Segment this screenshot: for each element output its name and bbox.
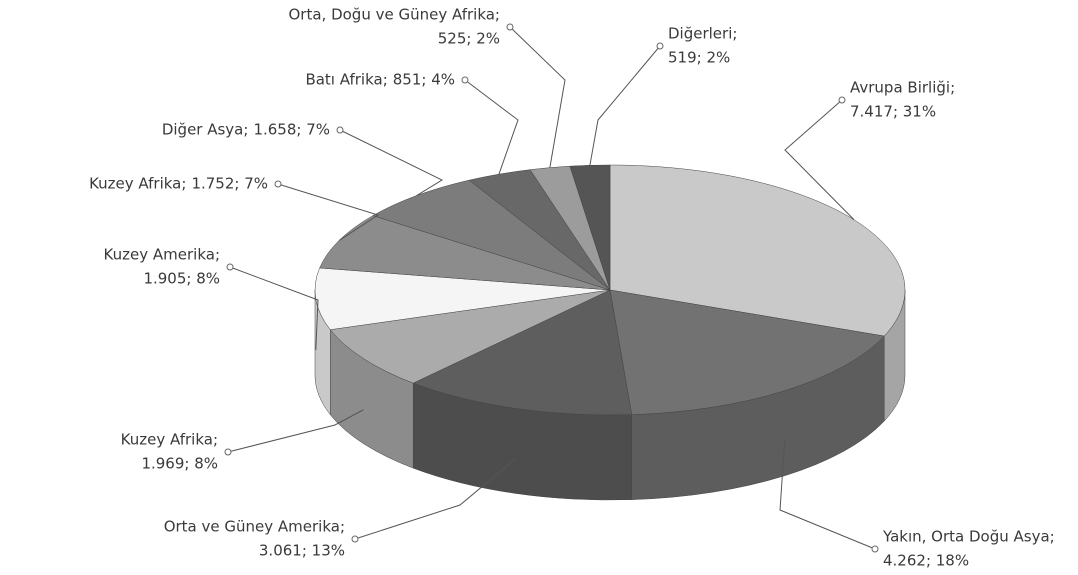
value-label: 525; 2%: [438, 30, 500, 48]
leader-line: [464, 79, 519, 175]
leader-dot: [506, 23, 514, 31]
leader-dot: [871, 545, 879, 553]
category-label: Diğer Asya;: [162, 121, 249, 139]
value-label: 1.752; 7%: [191, 175, 268, 193]
leader-dot: [656, 42, 664, 50]
value-label: 1.969; 8%: [141, 455, 218, 473]
category-label: Diğerleri;: [668, 25, 737, 43]
category-label: Batı Afrika;: [305, 71, 387, 89]
category-label: Avrupa Birliği;: [850, 79, 955, 97]
leader-dot: [838, 96, 846, 104]
value-label: 4.262; 18%: [883, 552, 969, 570]
value-label: 519; 2%: [668, 49, 730, 67]
value-label: 1.658; 7%: [253, 121, 330, 139]
leader-line: [509, 26, 566, 168]
category-label: Orta, Doğu ve Güney Afrika;: [288, 6, 500, 24]
pie-slice: [569, 164, 611, 291]
pie-slice: [319, 215, 611, 291]
category-label: Orta ve Güney Amerika;: [164, 518, 345, 536]
leader-line: [589, 45, 661, 166]
pie-slice: [609, 289, 885, 415]
leader-dot: [224, 448, 232, 456]
leader-dot: [274, 180, 282, 188]
category-label: Kuzey Afrika;: [121, 431, 218, 449]
value-label: 7.417; 31%: [850, 103, 936, 121]
leader-dot: [351, 535, 359, 543]
category-label: Kuzey Afrika;: [89, 175, 186, 193]
leader-dot: [336, 126, 344, 134]
category-label: Yakın, Orta Doğu Asya;: [882, 528, 1055, 546]
leader-line: [779, 441, 876, 550]
leader-line: [277, 183, 380, 241]
leader-line: [229, 266, 319, 351]
pie-slice: [329, 289, 611, 384]
value-label: 3.061; 13%: [259, 542, 345, 560]
leader-line: [354, 458, 516, 540]
category-label: Kuzey Amerika;: [104, 246, 220, 264]
leader-dot: [461, 76, 469, 84]
leader-line: [227, 409, 364, 453]
value-label: 1.905; 8%: [143, 270, 220, 288]
pie-slice: [412, 289, 633, 416]
value-label: 851; 4%: [393, 71, 455, 89]
leader-line: [784, 99, 855, 221]
leader-line: [339, 129, 444, 197]
leader-dot: [226, 263, 234, 271]
